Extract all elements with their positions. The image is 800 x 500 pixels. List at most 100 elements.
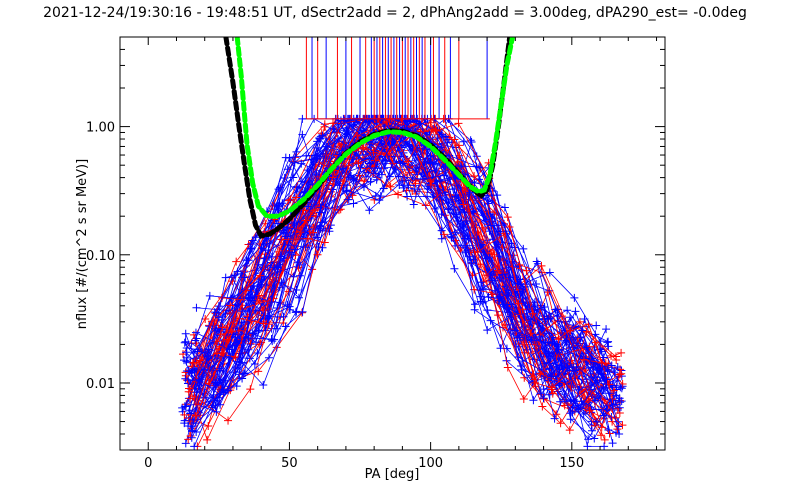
plus-marker [410,185,419,194]
plus-marker [388,137,397,146]
plus-marker [250,360,259,369]
plus-marker [545,268,554,277]
plus-marker [188,366,197,375]
plus-marker [267,335,276,344]
plus-marker [354,151,363,160]
y-tick-label: 1.00 [86,121,115,136]
plus-marker [263,314,272,323]
plus-marker [362,172,371,181]
plus-marker [528,309,537,318]
plus-marker [476,285,485,294]
plus-marker [371,169,380,178]
plus-marker [488,276,497,285]
plus-marker [190,392,199,401]
measured-curve [186,118,623,389]
plus-marker [498,323,507,332]
plus-marker [190,364,199,373]
plus-marker [459,200,468,209]
plus-marker [540,302,549,311]
measured-curve [189,118,602,399]
plus-marker [188,415,197,424]
plus-marker [574,385,583,394]
spike-layer [305,37,490,120]
plus-marker [304,202,313,211]
plus-marker [554,335,563,344]
plus-marker [215,342,224,351]
plus-marker [320,122,329,131]
plus-marker [538,321,547,330]
measured-curve [193,168,608,447]
plus-marker [310,200,319,209]
plus-marker [454,193,463,202]
plus-marker [510,326,519,335]
plus-marker [566,326,575,335]
plus-marker [551,305,560,314]
plus-marker [564,401,573,410]
chart-title: 2021-12-24/19:30:16 - 19:48:51 UT, dSect… [43,5,747,21]
plus-marker [476,260,485,269]
plus-marker [193,347,202,356]
plus-marker [470,172,479,181]
plus-marker [329,119,338,128]
plus-marker [185,384,194,393]
plus-marker [248,236,257,245]
plus-marker [235,337,244,346]
plus-marker [618,421,627,430]
plus-marker [182,344,191,353]
plus-marker [264,353,273,362]
plus-marker [239,369,248,378]
plus-marker [426,181,435,190]
plus-marker [593,417,602,426]
plus-marker [328,173,337,182]
plus-marker [575,317,584,326]
y-axis-label: nflux [#/(cm^2 s sr MeV)] [75,159,90,329]
plus-marker [519,395,528,404]
plus-marker [192,358,201,367]
plus-marker [493,240,502,249]
plus-marker [568,408,577,417]
plus-marker [530,378,539,387]
plus-marker [483,326,492,335]
plus-marker [550,414,559,423]
plus-marker [547,372,556,381]
plus-marker [343,127,352,136]
x-axis-label: PA [deg] [365,467,420,482]
plus-marker [315,208,324,217]
plus-marker [340,116,349,125]
plus-marker [403,192,412,201]
plus-marker [418,175,427,184]
plus-marker [184,367,193,376]
plus-marker [238,374,247,383]
plus-marker [204,421,213,430]
plus-marker [607,351,616,360]
plus-marker [578,326,587,335]
model-curves [223,37,516,239]
plus-marker [182,353,191,362]
plus-marker [487,248,496,257]
plus-marker [572,362,581,371]
plus-marker [270,263,279,272]
plus-marker [192,388,201,397]
plus-marker [256,271,265,280]
plus-marker [600,370,609,379]
plus-marker [279,312,288,321]
plus-marker [581,366,590,375]
plus-marker [405,168,414,177]
plus-marker [555,381,564,390]
plus-marker [292,193,301,202]
plus-marker [349,199,358,208]
plus-marker [344,195,353,204]
plus-marker [188,358,197,367]
plus-marker [597,431,606,440]
plus-marker [333,174,342,183]
plus-marker [599,353,608,362]
plus-marker [563,306,572,315]
plus-marker [251,338,260,347]
plus-marker [298,307,307,316]
plus-marker [275,201,284,210]
plus-marker [183,379,192,388]
plus-marker [562,336,571,345]
plus-marker [490,208,499,217]
plus-marker [214,313,223,322]
